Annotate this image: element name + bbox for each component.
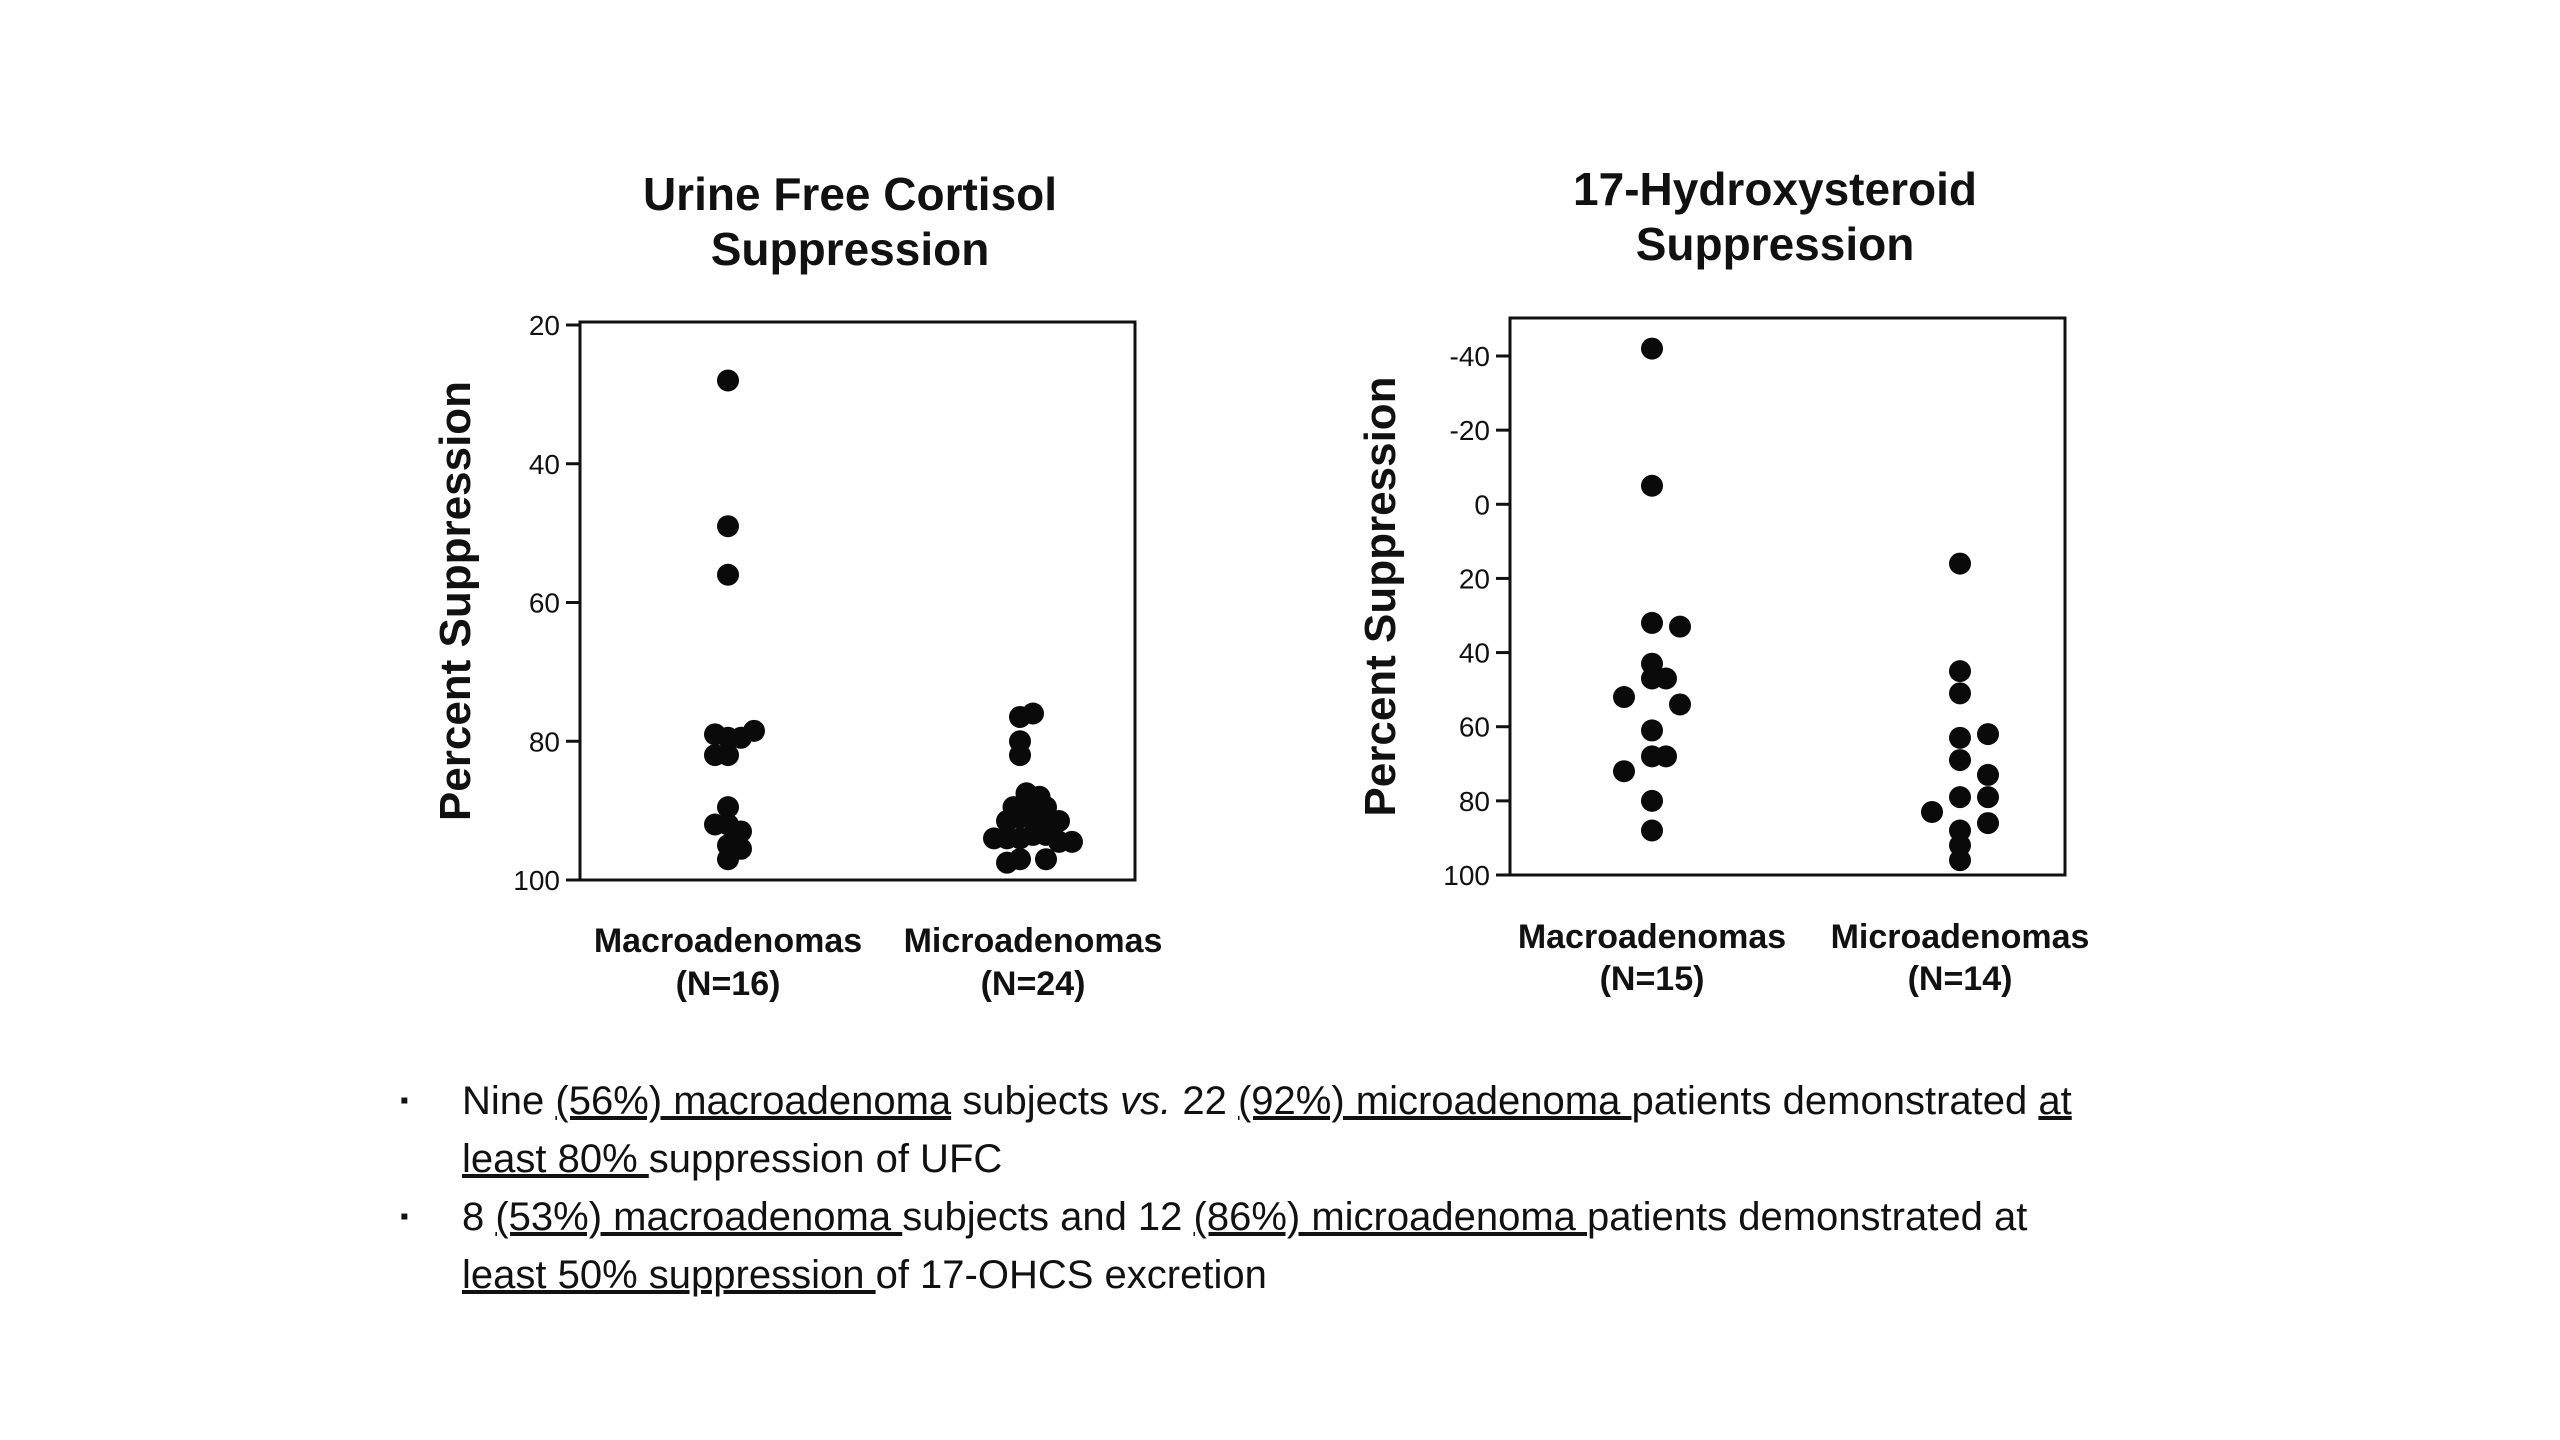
bullet-item: ▪ 8 (53%) macroadenoma subjects and 12 (8… <box>400 1188 2100 1304</box>
bullet-text-part: (92%) microadenoma <box>1237 1079 1632 1123</box>
data-point <box>1641 789 1663 812</box>
y-tick-label: 100 <box>513 865 560 896</box>
y-tick-label: 0 <box>1474 489 1490 520</box>
bullet-text-part: patients demonstrated <box>1631 1079 2039 1123</box>
data-point <box>717 515 739 538</box>
y-tick-label: 40 <box>1459 638 1490 669</box>
bullet-text-part: of 17-OHCS excretion <box>875 1253 1267 1297</box>
data-point <box>1009 744 1031 767</box>
category-n-label: (N=16) <box>676 965 781 1003</box>
y-tick-label: -20 <box>1450 415 1490 446</box>
bullet-text-part: (53%) macroadenoma <box>495 1195 903 1239</box>
chart-title-line: 17-Hydroxysteroid <box>1573 163 1977 215</box>
data-point <box>1949 682 1971 705</box>
data-point <box>1977 812 1999 835</box>
data-point <box>717 563 739 586</box>
data-point <box>730 820 752 843</box>
y-tick-label: 20 <box>1459 563 1490 594</box>
data-point <box>1641 719 1663 742</box>
bullet-item: ▪ Nine (56%) macroadenoma subjects vs. 22… <box>400 1072 2100 1188</box>
y-tick-label: -40 <box>1450 341 1490 372</box>
data-point <box>1641 337 1663 360</box>
data-point <box>1655 667 1677 690</box>
bullet-text-part: 8 <box>462 1195 496 1239</box>
chart-title-line: Urine Free Cortisol <box>643 168 1057 220</box>
bullet-text-part: least 50% suppression <box>462 1253 876 1297</box>
y-tick-label: 60 <box>1459 712 1490 743</box>
y-axis-label: Percent Suppression <box>1356 376 1405 816</box>
category-label: Microadenomas <box>904 922 1163 960</box>
bullet-text-part: Nine <box>462 1079 556 1123</box>
bullet-text-part: subjects and 12 <box>902 1195 1194 1239</box>
y-tick-label: 20 <box>529 310 560 341</box>
data-point <box>1641 819 1663 842</box>
data-point <box>1613 686 1635 709</box>
chart-title-line: Suppression <box>711 223 990 275</box>
data-point <box>717 744 739 767</box>
bullet-text-part: vs. <box>1120 1079 1172 1123</box>
y-tick-label: 80 <box>1459 786 1490 817</box>
category-label: Microadenomas <box>1831 918 2090 956</box>
y-tick-label: 80 <box>529 726 560 757</box>
data-point <box>1977 723 1999 746</box>
data-point <box>1921 800 1943 823</box>
bullet-text-part: suppression of UFC <box>648 1137 1003 1181</box>
y-axis-label: Percent Suppression <box>431 381 480 821</box>
y-tick-label: 60 <box>529 588 560 619</box>
bullet-marker: ▪ <box>400 1203 409 1230</box>
data-point <box>1949 849 1971 872</box>
y-tick-label: 40 <box>529 449 560 480</box>
data-point <box>717 848 739 871</box>
category-n-label: (N=14) <box>1908 960 2013 998</box>
bullet-marker: ▪ <box>400 1087 409 1114</box>
data-point <box>1669 615 1691 638</box>
data-point <box>1048 810 1070 833</box>
bullet-text-part: (56%) macroadenoma <box>555 1079 952 1123</box>
data-point <box>1977 786 1999 809</box>
data-point <box>1949 749 1971 772</box>
category-n-label: (N=24) <box>981 965 1086 1003</box>
category-n-label: (N=15) <box>1600 960 1705 998</box>
data-point <box>717 796 739 819</box>
data-point <box>1949 786 1971 809</box>
plot-frame <box>1508 316 2067 877</box>
data-point <box>1641 474 1663 497</box>
category-label: Macroadenomas <box>594 922 862 960</box>
data-point <box>1949 726 1971 749</box>
chart-title-line: Suppression <box>1636 218 1915 270</box>
data-point <box>1977 763 1999 786</box>
data-point <box>1613 760 1635 783</box>
data-point <box>1061 830 1083 853</box>
bullet-text-part: at least 80% <box>462 1079 2072 1181</box>
plot-frame <box>578 320 1137 882</box>
category-label: Macroadenomas <box>1518 918 1786 956</box>
bullet-text-part: 22 <box>1171 1079 1238 1123</box>
data-point <box>1009 848 1031 871</box>
bullet-text-part: patients demonstrated at <box>1587 1195 2028 1239</box>
data-point <box>717 369 739 392</box>
data-point <box>1669 693 1691 716</box>
data-point <box>1949 660 1971 683</box>
data-point <box>1641 611 1663 634</box>
bullet-text-part: (86%) microadenoma <box>1193 1195 1588 1239</box>
bullet-list: ▪ Nine (56%) macroadenoma subjects vs. 22… <box>400 1072 2100 1304</box>
data-point <box>1035 848 1057 871</box>
y-tick-label: 100 <box>1443 860 1490 891</box>
data-point <box>1022 702 1044 725</box>
data-point <box>1949 552 1971 575</box>
bullet-text-part: subjects <box>951 1079 1121 1123</box>
data-point <box>743 719 765 742</box>
data-point <box>1655 745 1677 768</box>
